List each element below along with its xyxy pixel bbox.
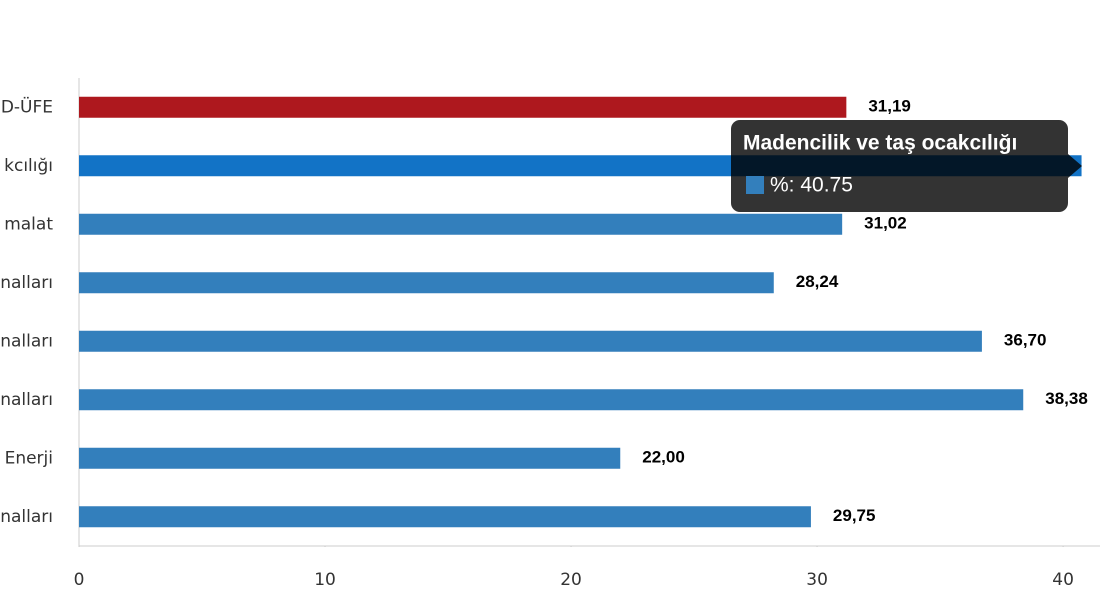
tooltip-arrow bbox=[1068, 154, 1082, 178]
y-tick-label: nalları bbox=[0, 331, 53, 351]
value-label: 31,02 bbox=[864, 214, 907, 233]
y-tick-label: nalları bbox=[0, 390, 53, 410]
x-tick-label: 0 bbox=[74, 570, 85, 590]
x-tick-label: 10 bbox=[314, 570, 336, 590]
bar bbox=[79, 389, 1024, 411]
bar bbox=[79, 96, 847, 118]
value-label: 29,75 bbox=[833, 506, 876, 525]
y-tick-label: Enerji bbox=[5, 448, 53, 468]
value-label: 36,70 bbox=[1004, 331, 1047, 350]
x-tick-label: 40 bbox=[1052, 570, 1074, 590]
value-label: 31,19 bbox=[868, 97, 911, 116]
y-tick-label: nalları bbox=[0, 273, 53, 293]
y-tick-label: D-ÜFE bbox=[1, 95, 53, 117]
y-tick-label: malat bbox=[4, 214, 53, 234]
tooltip-box bbox=[731, 120, 1068, 212]
y-tick-label: nalları bbox=[0, 507, 53, 527]
tooltip-text: %: 40.75 bbox=[770, 174, 853, 197]
y-tick-label: kcılığı bbox=[4, 156, 53, 176]
bar bbox=[79, 447, 621, 469]
value-label: 28,24 bbox=[796, 272, 839, 291]
bar bbox=[79, 272, 774, 294]
x-tick-label: 20 bbox=[560, 570, 582, 590]
bar bbox=[79, 506, 811, 528]
x-tick-label: 30 bbox=[806, 570, 828, 590]
tooltip-title: Madencilik ve taş ocakcılığı bbox=[743, 132, 1017, 155]
bar bbox=[79, 213, 843, 235]
tooltip: Madencilik ve taş ocakcılığı %: 40.75 bbox=[731, 120, 1082, 212]
value-label: 38,38 bbox=[1045, 389, 1088, 408]
bar bbox=[79, 330, 982, 352]
value-label: 22,00 bbox=[642, 448, 685, 467]
tooltip-swatch bbox=[746, 176, 764, 194]
